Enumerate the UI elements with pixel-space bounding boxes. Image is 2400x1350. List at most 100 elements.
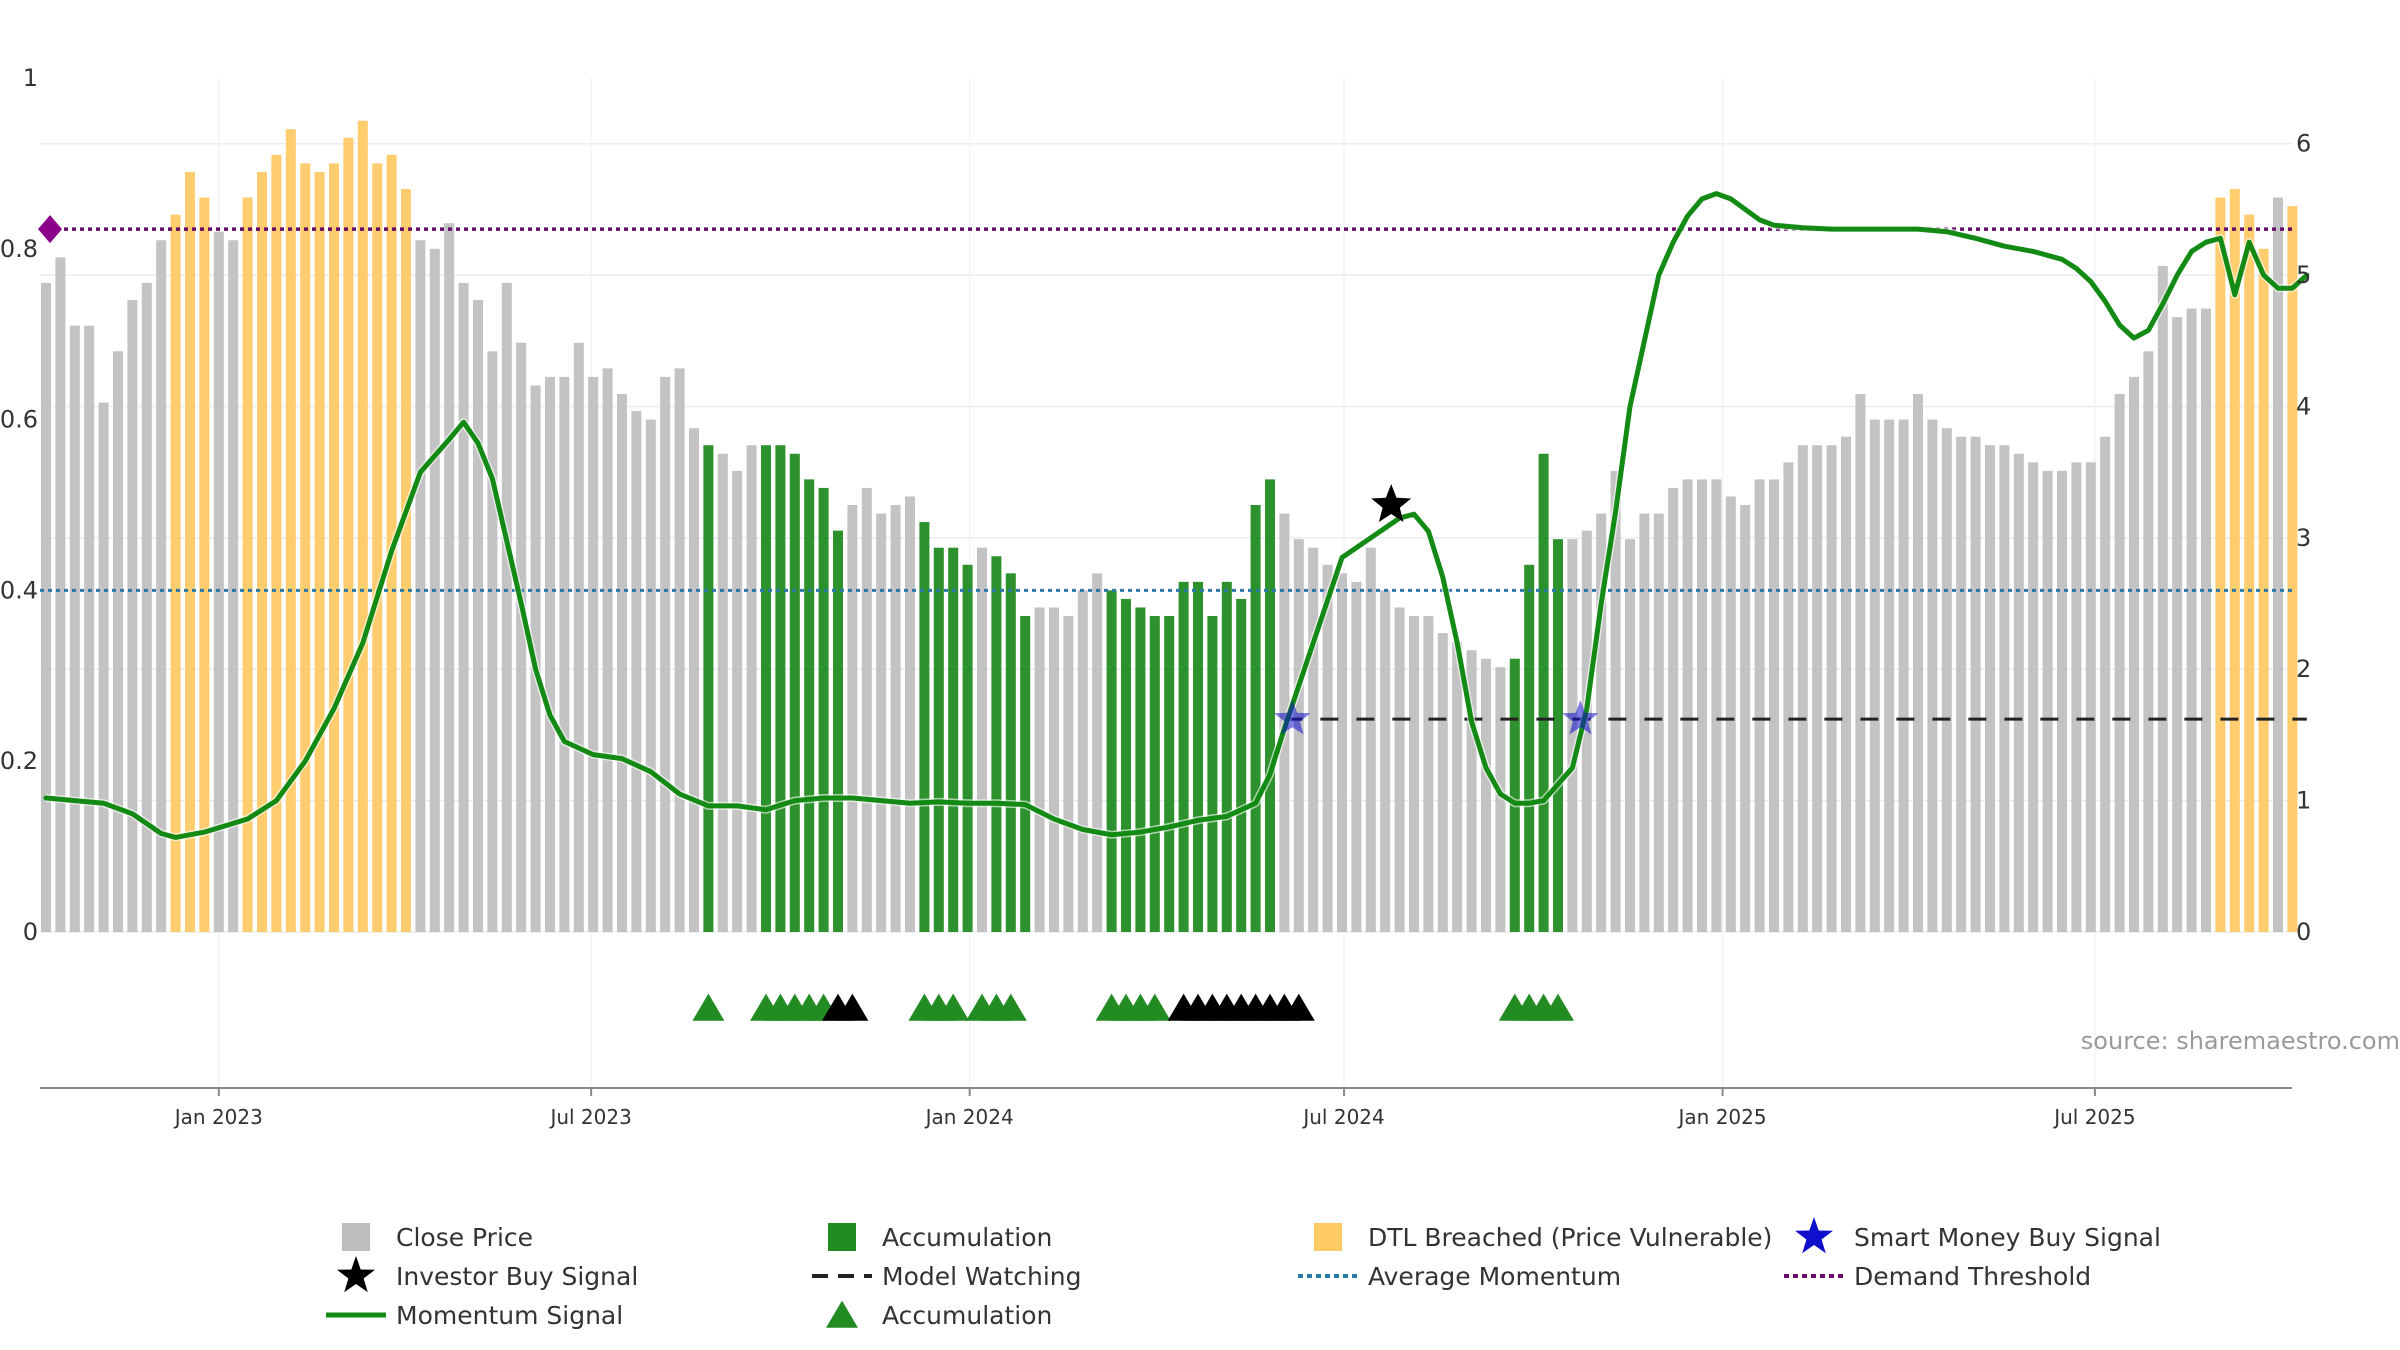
close-price-bar [473,300,483,932]
close-price-bar [1697,479,1707,932]
y-right-tick-label: 4 [2296,392,2311,420]
close-price-bar [2186,308,2197,933]
dtl-breached-bar [372,163,383,932]
close-price-bar [876,513,887,932]
x-tick-label: Jan 2025 [1677,1105,1767,1129]
close-price-bar [674,368,685,932]
close-price-bar [444,223,455,932]
close-price-bar [545,376,555,932]
y-left-tick-label: 1 [23,64,38,92]
x-tick-label: Jul 2025 [2052,1105,2135,1129]
accumulation-bar [703,445,714,932]
close-price-bar [1337,573,1347,932]
close-price-bar [1841,436,1851,932]
dtl-breached-bar [285,129,296,933]
close-price-bar [1077,590,1088,932]
accumulation-triangle-row [692,993,1574,1021]
close-price-bar [1625,539,1635,932]
close-price-bar [487,351,498,932]
accumulation-bar [818,487,829,932]
accumulation-triangle-black [1282,993,1315,1021]
accumulation-bar [919,522,930,932]
close-price-bar [2157,265,2168,932]
source-label: source: sharemaestro.com [2081,1027,2400,1055]
close-price-bar [1927,419,1938,933]
close-price-bar [1322,564,1333,932]
y-left-tick-label: 0 [23,918,38,946]
accumulation-triangle [937,993,970,1021]
dtl-breached-bar [170,214,181,932]
close-price-bar [2042,470,2053,932]
x-tick-label: Jul 2024 [1301,1105,1384,1129]
close-price-bar [602,368,613,932]
close-price-bar [1293,539,1304,932]
close-price-bar [2085,462,2096,932]
close-price-bar [1034,607,1045,932]
close-price-bar [1855,393,1866,933]
close-price-bar [1049,607,1059,932]
close-price-bar [1481,658,1491,932]
close-price-bar [1365,547,1376,932]
close-price-bar [732,470,743,932]
close-price-bar [1466,650,1477,932]
accumulation-bar [1005,573,1016,932]
x-tick-label: Jan 2024 [924,1105,1014,1129]
close-price-bar [98,402,109,932]
close-price-bar [2273,197,2283,932]
close-price-bar [1999,445,2010,932]
close-price-bar [1941,428,1952,932]
dtl-breached-bar [329,163,339,932]
accumulation-triangle-black [836,993,869,1021]
legend-label: Momentum Signal [396,1301,623,1330]
close-price-bar [1869,419,1880,933]
accumulation-bar [962,564,973,932]
accumulation-bar [761,445,771,932]
y-right-tick-label: 3 [2296,524,2311,552]
close-price-bar [1668,487,1679,932]
y-right-tick-label: 2 [2296,655,2311,683]
accumulation-triangle [1542,993,1574,1021]
close-price-bar [1092,573,1103,932]
close-price-bar [559,376,570,932]
close-price-bar [1711,479,1722,932]
axes: 0 0.2 0.4 0.6 0.8 1 0 1 2 3 4 5 6 Jan 2023 Jul 2023 Jan… [0,64,2311,1129]
close-price-bar [2114,393,2125,933]
accumulation-bar [1524,564,1535,932]
close-price-bar [84,325,95,932]
dtl-breached-bar [357,120,368,932]
close-price-bar [1826,445,1837,932]
close-price-bar [127,300,138,932]
accumulation-bar [789,453,800,932]
close-price-bar [588,376,599,932]
close-price-bar [228,240,239,932]
accumulation-bar [1509,658,1520,932]
close-price-bar [1913,393,1923,933]
close-price-bar [1653,513,1664,932]
smart-money-buy-star [1274,700,1311,735]
close-price-bar [1985,445,1995,932]
close-price-bar [1495,667,1506,932]
y-left-tick-label: 0.4 [0,576,38,604]
accumulation-bar [1538,453,1549,932]
y-left-tick-label: 0.8 [0,235,38,263]
close-price-bar [2071,462,2082,932]
close-price-bar [415,240,426,932]
investor-buy-star [1371,484,1412,522]
close-price-bar [1567,539,1578,932]
accumulation-bar [1553,539,1563,932]
accumulation-bar [1149,616,1160,932]
x-tick-label: Jan 2023 [173,1105,263,1129]
momentum-signal-line [43,191,2310,840]
legend-swatch [1314,1223,1342,1251]
momentum-signal-halo [45,189,2310,842]
close-price-bar [2143,351,2154,932]
y-right-tick-label: 5 [2296,261,2311,289]
close-price-bar [1452,641,1463,932]
close-price-bar [1409,616,1419,932]
close-price-bar [1682,479,1693,932]
close-price-bar [746,445,757,932]
legend-label: Smart Money Buy Signal [1854,1223,2161,1252]
close-price-bar [141,282,152,933]
close-price-bar [41,282,51,933]
legend-label: Accumulation [882,1223,1052,1252]
